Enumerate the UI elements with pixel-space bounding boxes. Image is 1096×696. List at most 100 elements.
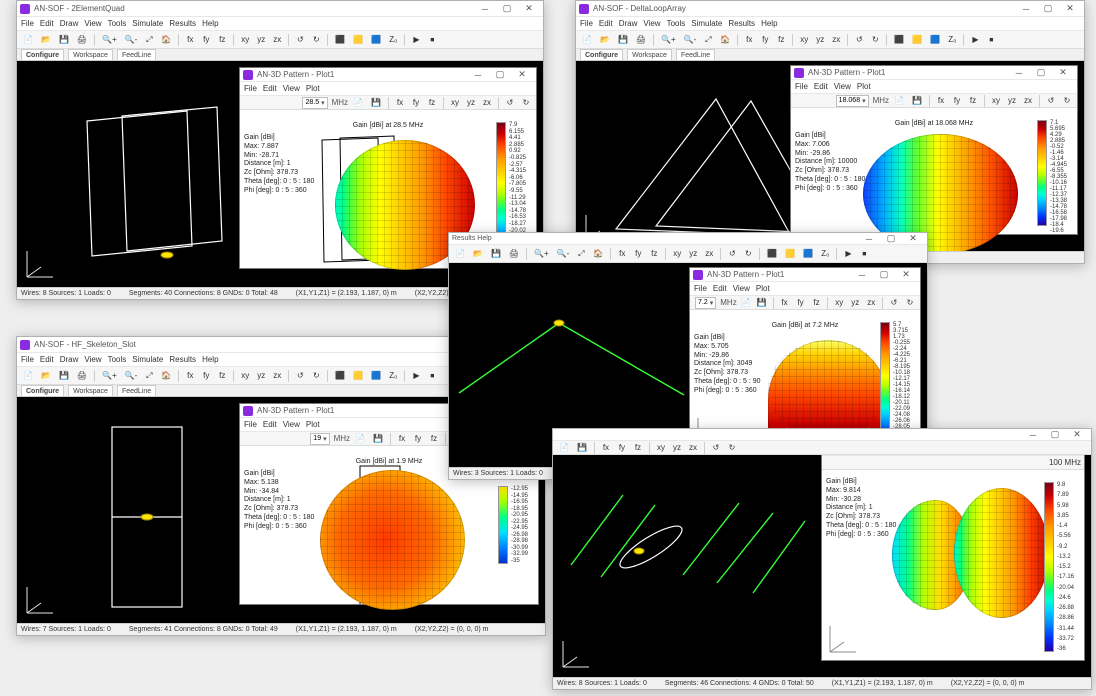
toolbar-button[interactable]: 💾 <box>368 96 384 110</box>
toolbar-button[interactable]: ⬛ <box>764 247 780 261</box>
toolbar-button[interactable]: 🔍+ <box>531 247 552 261</box>
toolbar-button[interactable]: fz <box>774 33 788 47</box>
toolbar-button[interactable]: 🏠 <box>158 369 174 383</box>
toolbar-button[interactable]: 🔍+ <box>99 33 120 47</box>
tab-configure[interactable]: Configure <box>580 49 623 60</box>
menu-edit[interactable]: Edit <box>40 355 54 364</box>
toolbar-button[interactable]: 🟦 <box>368 369 384 383</box>
toolbar-button[interactable]: 📄 <box>579 33 595 47</box>
toolbar-button[interactable]: zx <box>270 33 284 47</box>
toolbar-button[interactable]: ⤢ <box>142 33 156 47</box>
maximize-button[interactable]: ▢ <box>1037 3 1059 15</box>
maximize-button[interactable]: ▢ <box>880 233 902 245</box>
toolbar-button[interactable]: 💾 <box>56 369 72 383</box>
toolbar-button[interactable]: xy <box>989 94 1003 108</box>
toolbar-button[interactable]: xy <box>797 33 811 47</box>
menu-results[interactable]: Results <box>169 355 196 364</box>
toolbar-button[interactable]: fz <box>425 96 439 110</box>
toolbar-button[interactable]: fx <box>183 33 197 47</box>
toolbar-button[interactable]: fy <box>411 432 425 446</box>
toolbar-button[interactable]: ⤢ <box>701 33 715 47</box>
menu-file[interactable]: File <box>580 19 593 28</box>
toolbar-button[interactable]: yz <box>848 296 862 310</box>
toolbar-button[interactable]: yz <box>464 96 478 110</box>
toolbar-button[interactable]: 🟦 <box>927 33 943 47</box>
frequency-combo[interactable]: 19 ▾ <box>310 433 329 445</box>
minimize-button[interactable]: ─ <box>1015 3 1037 15</box>
toolbar-button[interactable]: 🟦 <box>368 33 384 47</box>
toolbar-button[interactable]: fz <box>631 441 645 455</box>
menu-view[interactable]: View <box>643 19 660 28</box>
toolbar-button[interactable]: ▶ <box>409 33 423 47</box>
menu-help[interactable]: Help <box>202 19 218 28</box>
menu-edit[interactable]: Edit <box>263 420 277 429</box>
toolbar-button[interactable]: ⏹ <box>425 369 439 383</box>
toolbar-button[interactable]: 🟨 <box>782 247 798 261</box>
menu-file[interactable]: File <box>244 84 257 93</box>
tab-workspace[interactable]: Workspace <box>68 385 113 396</box>
tab-feedline[interactable]: FeedLine <box>117 49 156 60</box>
toolbar-button[interactable]: Z₀ <box>818 247 832 261</box>
toolbar-button[interactable]: ⤢ <box>574 247 588 261</box>
tab-feedline[interactable]: FeedLine <box>117 385 156 396</box>
plot-canvas[interactable]: Gain [dBi] Max: 9.814 Min: -30.28 Distan… <box>822 470 1084 660</box>
plot-close-button[interactable]: ✕ <box>895 269 917 281</box>
toolbar-button[interactable]: zx <box>1021 94 1035 108</box>
toolbar-button[interactable]: fy <box>793 296 807 310</box>
toolbar-button[interactable]: 💾 <box>755 296 769 310</box>
toolbar-button[interactable]: yz <box>254 369 268 383</box>
menu-simulate[interactable]: Simulate <box>691 19 722 28</box>
toolbar-button[interactable]: 🔍- <box>554 247 573 261</box>
toolbar-button[interactable]: fz <box>647 247 661 261</box>
toolbar-button[interactable]: fx <box>742 33 756 47</box>
menu-simulate[interactable]: Simulate <box>132 355 163 364</box>
toolbar-button[interactable]: ↺ <box>887 296 901 310</box>
toolbar-button[interactable]: fx <box>395 432 409 446</box>
plot-titlebar[interactable]: AN-3D Pattern - Plot1 ─ ▢ ✕ <box>791 66 1077 80</box>
menu-edit[interactable]: Edit <box>599 19 613 28</box>
menu-plot[interactable]: Plot <box>306 420 320 429</box>
toolbar-button[interactable]: 💾 <box>488 247 504 261</box>
menu-results[interactable]: Results <box>728 19 755 28</box>
toolbar-button[interactable]: Z₀ <box>945 33 959 47</box>
toolbar-button[interactable]: 🏠 <box>590 247 606 261</box>
menu-simulate[interactable]: Simulate <box>132 19 163 28</box>
toolbar-button[interactable]: xy <box>654 441 668 455</box>
close-button[interactable]: ✕ <box>902 233 924 245</box>
toolbar-button[interactable]: 💾 <box>574 441 590 455</box>
toolbar-button[interactable]: Z₀ <box>386 369 400 383</box>
plot-close-button[interactable]: ✕ <box>1052 67 1074 79</box>
toolbar-button[interactable]: fx <box>183 369 197 383</box>
toolbar-button[interactable]: fx <box>934 94 948 108</box>
toolbar-button[interactable]: fy <box>950 94 964 108</box>
menu-view[interactable]: View <box>84 19 101 28</box>
menu-draw[interactable]: Draw <box>619 19 638 28</box>
toolbar-button[interactable]: 💾 <box>615 33 631 47</box>
toolbar-button[interactable]: xy <box>670 247 684 261</box>
toolbar-button[interactable]: ⏹ <box>984 33 998 47</box>
menu-tools[interactable]: Tools <box>667 19 686 28</box>
menu-plot[interactable]: Plot <box>857 82 871 91</box>
tab-feedline[interactable]: FeedLine <box>676 49 715 60</box>
toolbar-button[interactable]: 📄 <box>452 247 468 261</box>
toolbar-button[interactable]: xy <box>448 96 462 110</box>
toolbar-button[interactable]: 📄 <box>350 96 366 110</box>
tab-workspace[interactable]: Workspace <box>68 49 113 60</box>
menu-edit[interactable]: Edit <box>263 84 277 93</box>
toolbar-button[interactable]: ↻ <box>903 296 917 310</box>
plot-titlebar[interactable]: AN-3D Pattern - Plot1 ─ ▢ ✕ <box>240 68 536 82</box>
toolbar-button[interactable]: 🟨 <box>350 33 366 47</box>
plot-minimize-button[interactable]: ─ <box>467 69 489 81</box>
menu-tools[interactable]: Tools <box>108 355 127 364</box>
toolbar-button[interactable]: 📄 <box>20 369 36 383</box>
toolbar-button[interactable]: ↻ <box>309 369 323 383</box>
toolbar-button[interactable]: yz <box>1005 94 1019 108</box>
toolbar-button[interactable]: 🔍+ <box>658 33 679 47</box>
toolbar-button[interactable]: xy <box>238 33 252 47</box>
toolbar-button[interactable]: fz <box>427 432 441 446</box>
plot-close-button[interactable]: ✕ <box>511 69 533 81</box>
plot-maximize-button[interactable]: ▢ <box>873 269 895 281</box>
toolbar-button[interactable]: zx <box>864 296 878 310</box>
menu-file[interactable]: File <box>694 284 707 293</box>
toolbar-button[interactable]: fy <box>199 369 213 383</box>
